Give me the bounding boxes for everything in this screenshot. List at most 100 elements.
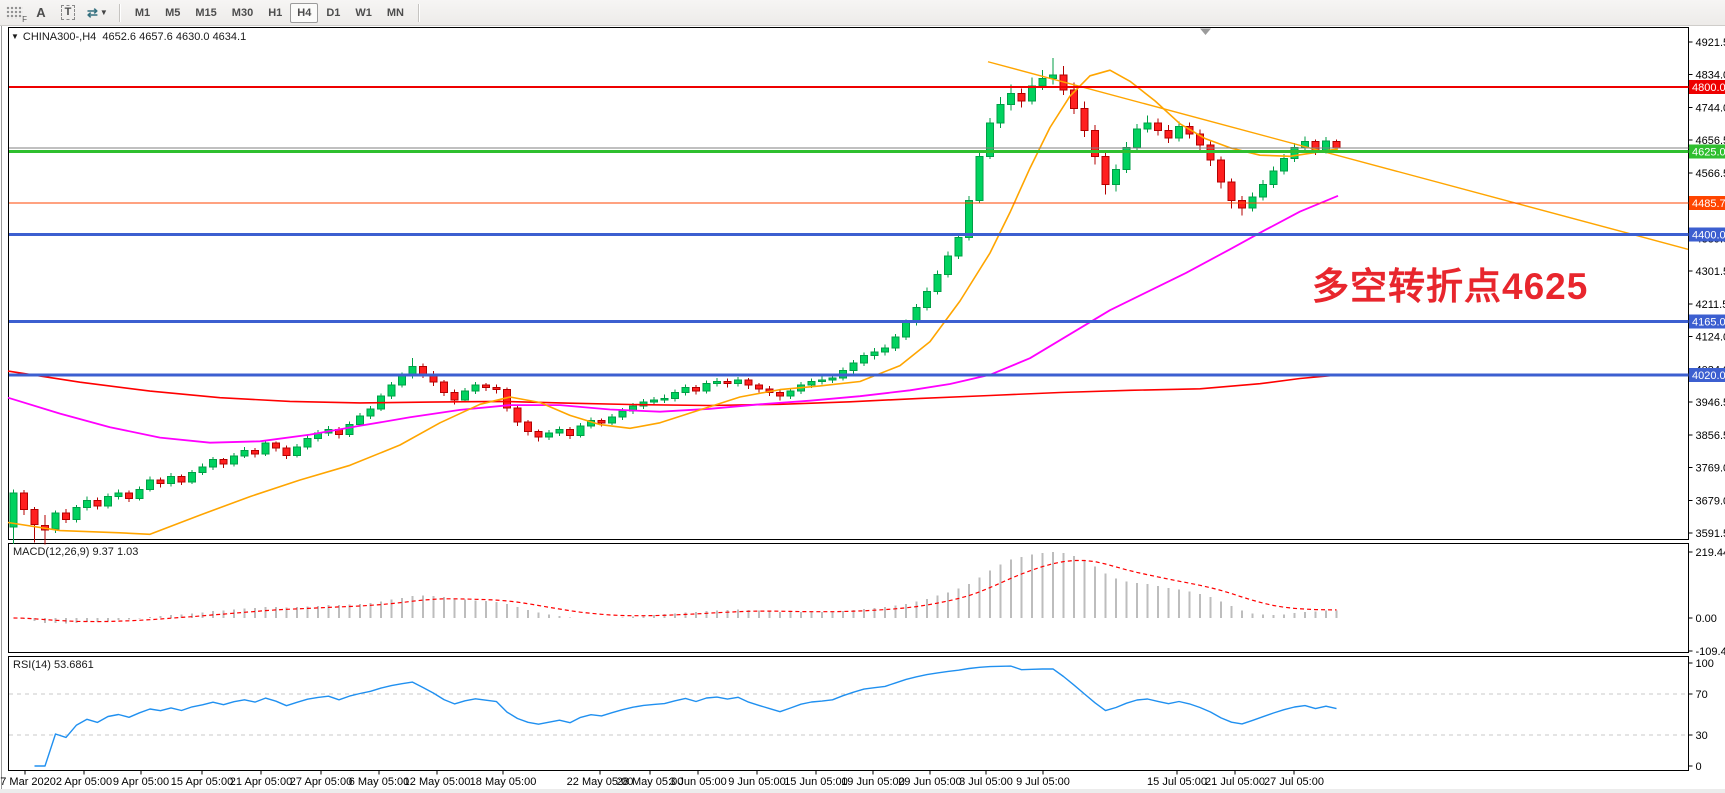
price-tick-label: 4211.5 bbox=[1696, 299, 1725, 311]
date-label: 2 Apr 05:00 bbox=[56, 776, 112, 788]
candle-body bbox=[1091, 129, 1099, 157]
date-label: 27 Jul 05:00 bbox=[1264, 776, 1324, 788]
text-label-tool-icon[interactable]: A bbox=[29, 2, 53, 24]
candle-body bbox=[1133, 128, 1141, 148]
date-label: 9 Jun 05:00 bbox=[728, 776, 786, 788]
candle-body bbox=[902, 321, 910, 338]
text-box-tool-icon[interactable]: T bbox=[56, 2, 80, 24]
candle-body bbox=[72, 507, 81, 521]
candle-body bbox=[387, 384, 396, 397]
price-badge bbox=[1689, 195, 1725, 210]
macd-tick-label: 219.44 bbox=[1696, 547, 1725, 559]
candle-body bbox=[860, 355, 868, 364]
candle-body bbox=[681, 386, 690, 394]
price-tick-label: 3591.5 bbox=[1696, 528, 1725, 540]
symbol-marker-icon: ▼ bbox=[11, 32, 19, 41]
macd-values: 9.37 1.03 bbox=[92, 546, 139, 558]
candle-body bbox=[1154, 122, 1162, 131]
candle-body bbox=[398, 375, 406, 386]
candle-body bbox=[1238, 200, 1246, 209]
candle-body bbox=[555, 428, 564, 434]
candle-body bbox=[545, 432, 553, 438]
candle-body bbox=[513, 407, 522, 423]
candle-body bbox=[597, 420, 606, 424]
candle-body bbox=[702, 383, 711, 392]
candle-body bbox=[807, 380, 816, 386]
low-value: 4630.0 bbox=[175, 31, 210, 43]
timeframe-button-M15[interactable]: M15 bbox=[188, 3, 223, 23]
date-label: 29 Jun 05:00 bbox=[898, 776, 962, 788]
trendline-layer[interactable] bbox=[987, 61, 1689, 250]
horizontal-lines[interactable] bbox=[9, 85, 1689, 377]
timeframe-button-MN[interactable]: MN bbox=[380, 3, 411, 23]
candle-body bbox=[933, 273, 942, 292]
open-value: 4652.6 bbox=[102, 31, 137, 43]
text-box-glyph: T bbox=[60, 5, 76, 20]
symbol-ohlc-label[interactable]: ▼ CHINA300-,H4 4652.6 4657.6 4630.0 4634.… bbox=[11, 31, 246, 43]
candle-body bbox=[1259, 183, 1267, 198]
price-badge-label: 4400.0 bbox=[1692, 230, 1725, 242]
toolbar-grip-f-icon[interactable]: F bbox=[6, 6, 27, 24]
rsi-tick-label: 70 bbox=[1696, 689, 1708, 701]
timeframe-button-W1[interactable]: W1 bbox=[348, 3, 379, 23]
price-tick-label: 4566.5 bbox=[1696, 168, 1725, 180]
candle-body bbox=[608, 416, 616, 424]
candle-body bbox=[1017, 92, 1026, 102]
price-tick-label: 4921.5 bbox=[1696, 37, 1725, 49]
candle-body bbox=[482, 384, 490, 388]
candle-body bbox=[440, 381, 448, 394]
candle-body bbox=[240, 449, 249, 457]
candle-body bbox=[713, 380, 721, 385]
timeframe-button-D1[interactable]: D1 bbox=[319, 3, 347, 23]
candle-body bbox=[261, 442, 270, 455]
candle-body bbox=[524, 421, 532, 433]
macd-signal-line bbox=[13, 559, 1337, 623]
timeframe-button-H1[interactable]: H1 bbox=[261, 3, 289, 23]
swap-arrows-tool-icon[interactable]: ⇄ ▼ bbox=[83, 2, 112, 24]
high-value: 4657.6 bbox=[139, 31, 173, 43]
symbol-name: CHINA300-,H4 bbox=[22, 31, 97, 43]
date-label: 9 Apr 05:00 bbox=[113, 776, 169, 788]
date-label: 27 Apr 05:00 bbox=[290, 776, 352, 788]
timeframe-button-H4[interactable]: H4 bbox=[290, 2, 319, 23]
price-badge-label: 4165.0 bbox=[1692, 316, 1725, 328]
candle-body bbox=[723, 380, 732, 385]
timeframe-button-M30[interactable]: M30 bbox=[225, 3, 260, 23]
candle-body bbox=[282, 447, 291, 456]
rsi-line bbox=[34, 665, 1337, 767]
candle-body bbox=[1007, 92, 1015, 106]
candle-body bbox=[156, 479, 165, 485]
rsi-indicator: 100 70 30 0 bbox=[9, 658, 1714, 773]
candle-body bbox=[954, 236, 963, 257]
candle-body bbox=[650, 399, 658, 403]
price-axis[interactable]: 4921.54834.04744.04656.54566.54479.04389… bbox=[1688, 37, 1725, 540]
macd-indicator: 219.44 0.00 -109.44 bbox=[13, 547, 1725, 658]
macd-tick-label: 0.00 bbox=[1696, 613, 1717, 625]
candle-body bbox=[1217, 159, 1225, 183]
candle-body bbox=[114, 492, 123, 498]
timeframe-button-M1[interactable]: M1 bbox=[128, 3, 157, 23]
candle-body bbox=[198, 466, 207, 474]
time-axis[interactable]: 27 Mar 2020 2 Apr 05:00 9 Apr 05:00 15 Apr … bbox=[0, 770, 1324, 789]
price-badge-label: 4625.0 bbox=[1692, 146, 1725, 158]
price-tick-label: 4301.5 bbox=[1696, 266, 1725, 278]
candle-body bbox=[986, 122, 994, 157]
rsi-indicator-label: RSI(14) 53.6861 bbox=[13, 659, 94, 671]
candle-body bbox=[125, 492, 133, 499]
price-tick-label: 3679.0 bbox=[1696, 496, 1725, 508]
candle-body bbox=[870, 351, 879, 357]
date-label: 9 Jul 05:00 bbox=[1016, 776, 1070, 788]
toolbar-separator bbox=[118, 3, 121, 22]
toolbar: F A T ⇄ ▼ M1 M5 M15 M30 H1 H4 D1 W1 MN bbox=[0, 0, 1725, 26]
price-tick-label: 4744.0 bbox=[1696, 103, 1725, 115]
candle-body bbox=[786, 390, 795, 397]
date-label: 22 May 05:00 bbox=[567, 776, 634, 788]
candle-body bbox=[51, 512, 60, 530]
date-label: 3 Jun 05:00 bbox=[669, 776, 727, 788]
candle-body bbox=[1143, 122, 1152, 130]
candle-body bbox=[1122, 146, 1131, 171]
timeframe-button-M5[interactable]: M5 bbox=[158, 3, 187, 23]
toolbar-separator bbox=[418, 3, 420, 22]
date-label: 18 May 05:00 bbox=[470, 776, 537, 788]
